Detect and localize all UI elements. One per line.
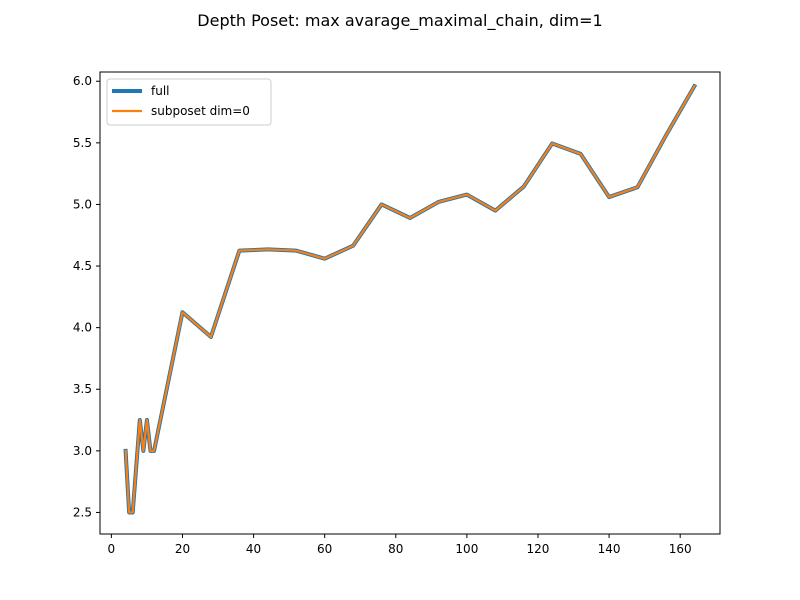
x-tick-label: 120 (527, 542, 550, 556)
y-tick-label: 5.0 (73, 197, 92, 211)
x-tick-label: 20 (175, 542, 190, 556)
x-tick-label: 40 (246, 542, 261, 556)
legend: full subposet dim=0 (106, 78, 272, 126)
legend-label-1: subposet dim=0 (151, 104, 250, 118)
y-tick-label: 3.5 (73, 382, 92, 396)
x-tick-label: 140 (598, 542, 621, 556)
legend-label-0: full (151, 84, 170, 98)
y-tick-label: 4.5 (73, 259, 92, 273)
y-tick-label: 4.0 (73, 321, 92, 335)
x-tick-label: 100 (455, 542, 478, 556)
axes-frame (99, 71, 721, 535)
x-tick-label: 160 (669, 542, 692, 556)
x-axis: 0 20 40 60 80 100 120 140 160 (108, 534, 692, 556)
x-tick-label: 0 (108, 542, 116, 556)
y-axis: 2.5 3.0 3.5 4.0 4.5 5.0 5.5 6.0 (73, 74, 100, 519)
plot-area (123, 83, 698, 515)
chart-title: Depth Poset: max avarage_maximal_chain, … (197, 11, 602, 31)
y-tick-label: 3.0 (73, 444, 92, 458)
y-tick-label: 5.5 (73, 136, 92, 150)
x-tick-label: 60 (317, 542, 332, 556)
series-line-1 (124, 84, 696, 514)
y-tick-label: 6.0 (73, 74, 92, 88)
y-tick-label: 2.5 (73, 505, 92, 519)
series-line-0 (123, 83, 698, 515)
x-tick-label: 80 (388, 542, 403, 556)
legend-box (106, 78, 272, 126)
